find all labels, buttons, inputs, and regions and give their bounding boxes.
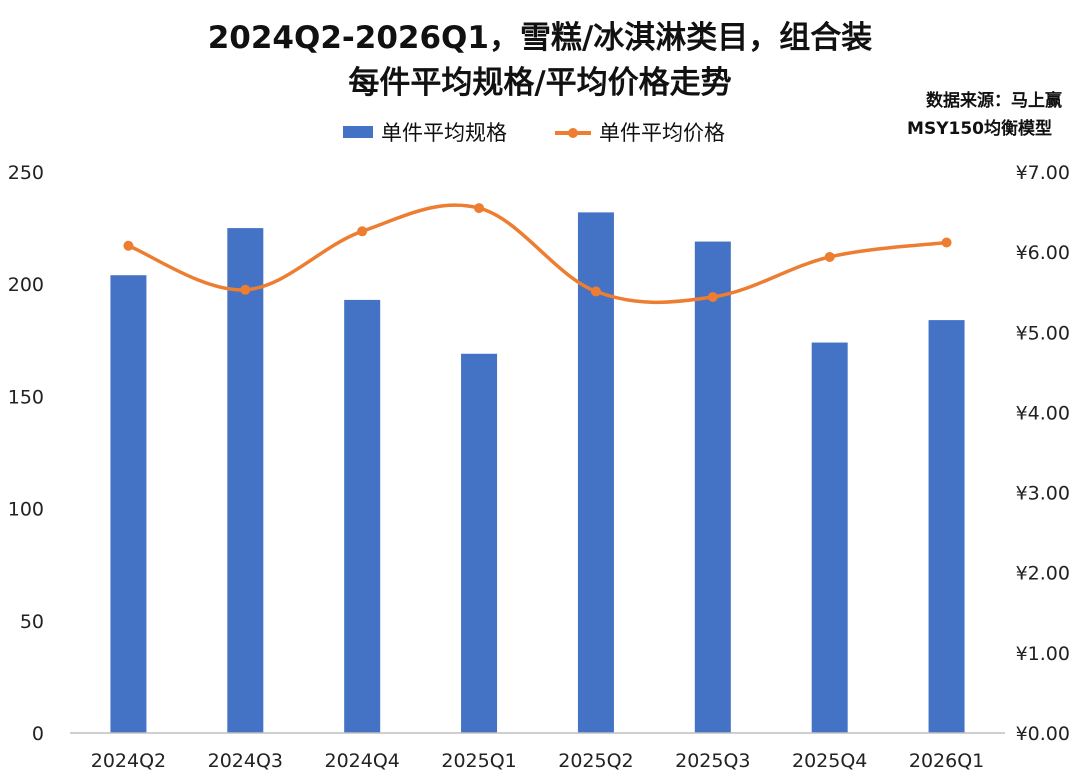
line-point	[707, 292, 718, 303]
left-y-tick-label: 200	[8, 274, 44, 296]
bar	[344, 299, 381, 733]
legend-label-line: 单件平均价格	[599, 121, 725, 145]
left-y-tick-label: 250	[8, 162, 44, 184]
x-tick-label: 2025Q3	[675, 750, 750, 772]
line-point	[474, 203, 485, 214]
bar	[110, 275, 147, 733]
left-y-axis: 0 50 100 150 200 250	[8, 162, 44, 745]
bar	[461, 353, 498, 733]
line-point	[357, 226, 368, 237]
left-y-tick-label: 100	[8, 499, 44, 521]
right-y-tick-label: ¥4.00	[1016, 402, 1070, 424]
source-note-line2: MSY150均衡模型	[907, 118, 1052, 139]
line-series	[123, 203, 952, 305]
left-y-tick-label: 150	[8, 386, 44, 408]
price-line	[126, 203, 949, 305]
bar	[694, 241, 731, 733]
source-note-line1: 数据来源：马上赢	[926, 90, 1062, 111]
line-point	[123, 240, 134, 251]
x-tick-label: 2024Q3	[208, 750, 283, 772]
chart-title-line2: 每件平均规格/平均价格走势	[348, 65, 731, 101]
bar	[577, 212, 614, 734]
legend: 单件平均规格 单件平均价格	[343, 121, 725, 145]
right-y-tick-label: ¥6.00	[1016, 242, 1070, 264]
line-point	[824, 251, 835, 262]
right-y-tick-label: ¥2.00	[1016, 563, 1070, 585]
right-y-axis: ¥0.00 ¥1.00 ¥2.00 ¥3.00 ¥4.00 ¥5.00 ¥6.00 ¥7.00	[1016, 162, 1070, 745]
left-y-tick-label: 50	[20, 611, 44, 633]
x-tick-label: 2025Q2	[558, 750, 633, 772]
chart-title-line1: 2024Q2-2026Q1，雪糕/冰淇淋类目，组合装	[208, 20, 873, 56]
x-tick-label: 2024Q2	[91, 750, 166, 772]
right-y-tick-label: ¥3.00	[1016, 483, 1070, 505]
x-tick-label: 2025Q4	[792, 750, 867, 772]
right-y-tick-label: ¥0.00	[1016, 723, 1070, 745]
x-tick-label: 2026Q1	[909, 750, 984, 772]
line-point	[240, 284, 251, 295]
line-point	[590, 286, 601, 297]
legend-swatch-bar	[343, 126, 373, 138]
bar	[227, 228, 264, 733]
bar-series	[110, 212, 965, 734]
x-axis: 2024Q2 2024Q3 2024Q4 2025Q1 2025Q2 2025Q3 2025…	[91, 750, 985, 772]
right-y-tick-label: ¥5.00	[1016, 322, 1070, 344]
right-y-tick-label: ¥1.00	[1016, 643, 1070, 665]
x-tick-label: 2024Q4	[324, 750, 399, 772]
legend-swatch-marker	[568, 128, 578, 138]
x-tick-label: 2025Q1	[441, 750, 516, 772]
right-y-tick-label: ¥7.00	[1016, 162, 1070, 184]
bar	[928, 320, 965, 733]
legend-label-bar: 单件平均规格	[381, 121, 507, 145]
left-y-tick-label: 0	[32, 723, 44, 745]
bar	[811, 342, 848, 733]
line-point	[941, 237, 952, 248]
